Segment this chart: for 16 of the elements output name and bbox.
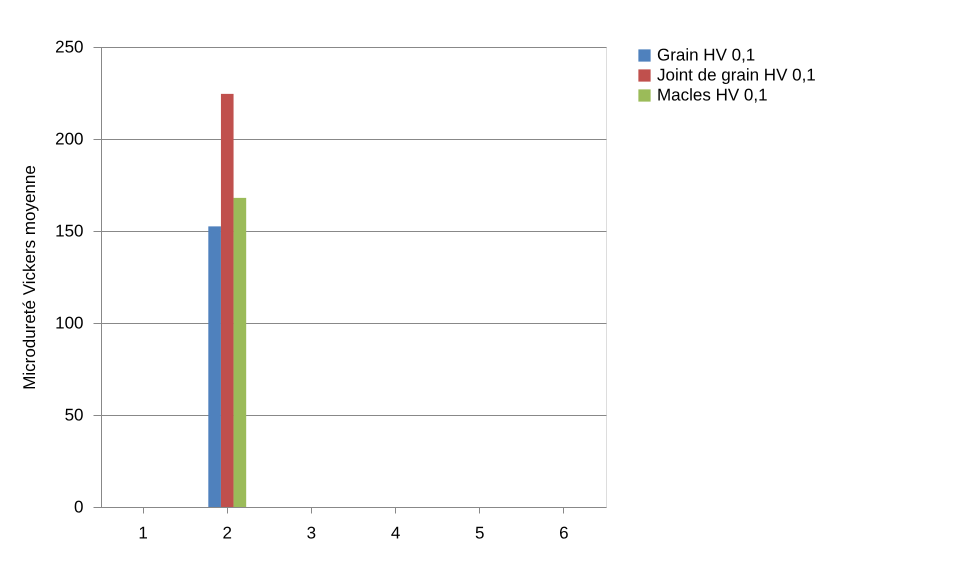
legend-label: Macles HV 0,1	[657, 86, 768, 104]
x-tick-label: 6	[559, 524, 569, 542]
y-tick-label: 250	[55, 38, 84, 56]
y-tick-label: 50	[64, 406, 84, 424]
legend-label: Grain HV 0,1	[657, 46, 756, 64]
x-tick-label: 1	[138, 524, 148, 542]
y-tick-label: 200	[55, 130, 84, 148]
y-axis-title: Microdureté Vickers moyenne	[20, 165, 40, 390]
y-tick-label: 100	[55, 314, 84, 332]
legend-label: Joint de grain HV 0,1	[657, 66, 816, 84]
x-tick-label: 5	[475, 524, 484, 542]
x-tick-label: 2	[222, 524, 232, 542]
y-tick-label: 0	[74, 498, 84, 516]
x-tick-label: 4	[390, 524, 400, 542]
x-tick-label: 3	[306, 524, 316, 542]
y-tick-label: 150	[55, 222, 84, 240]
